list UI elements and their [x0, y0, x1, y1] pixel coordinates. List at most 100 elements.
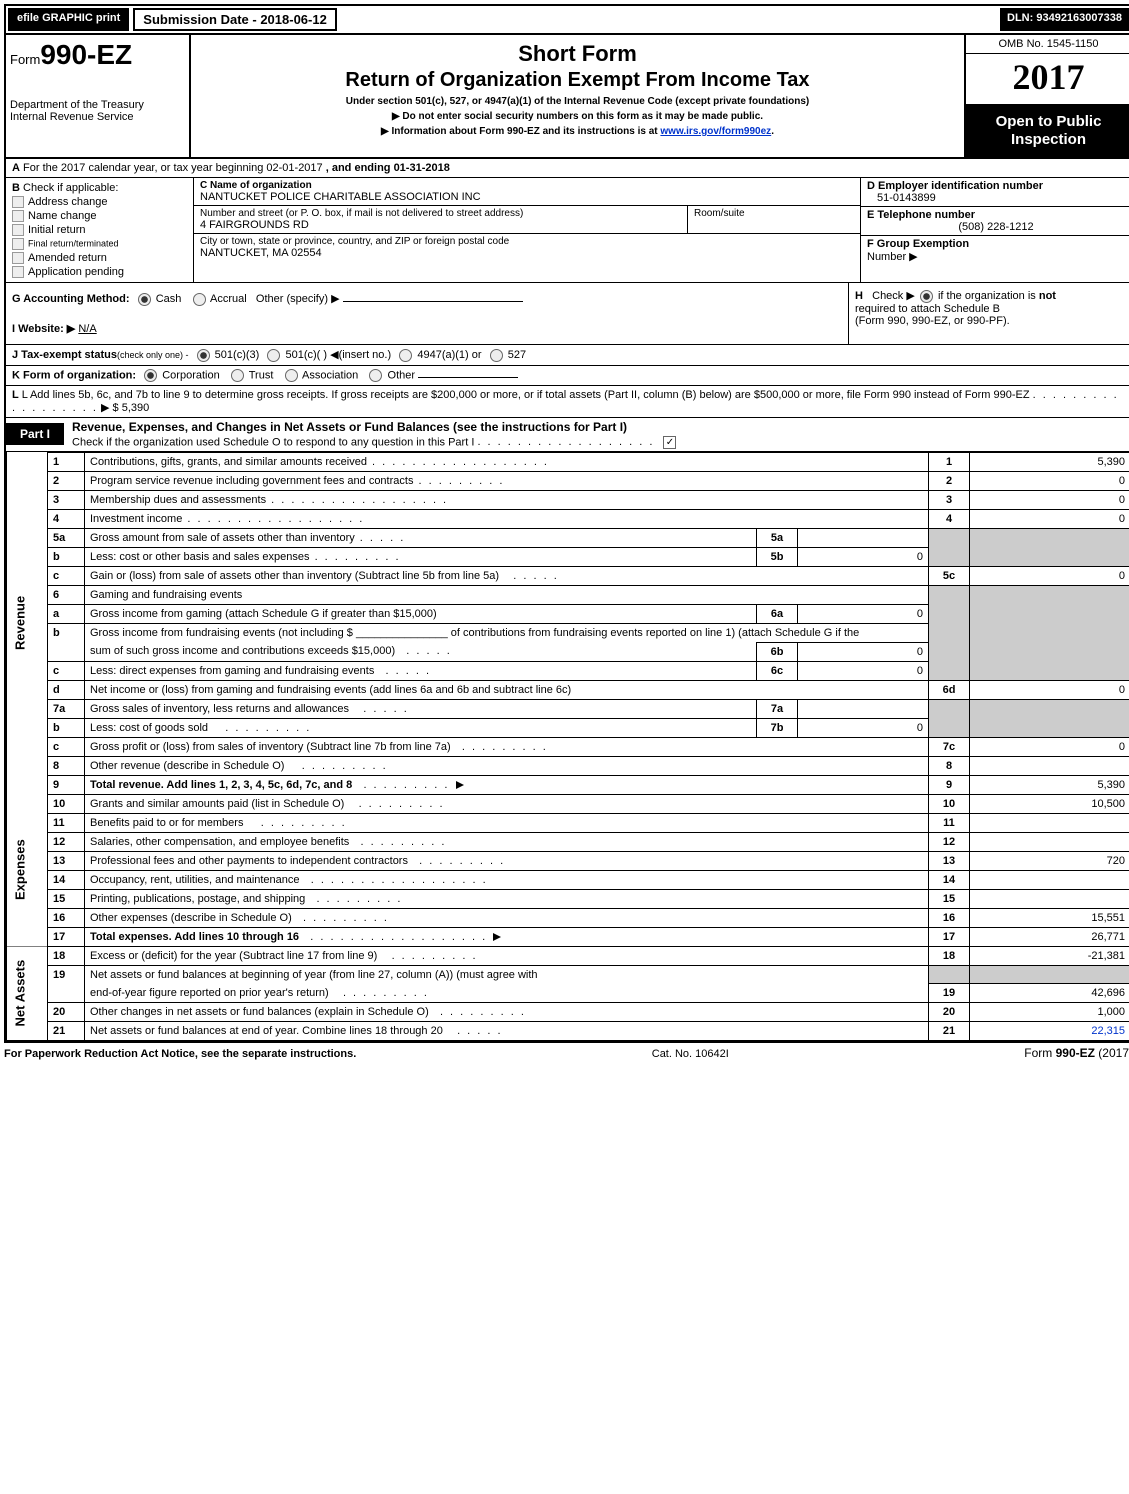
l6b-n: b: [48, 623, 85, 661]
row-ghi: G Accounting Method: Cash Accrual Other …: [6, 283, 1129, 345]
j-o3: 4947(a)(1) or: [417, 349, 481, 361]
footer-left: For Paperwork Reduction Act Notice, see …: [4, 1048, 356, 1060]
dots-icon: [414, 855, 505, 867]
l7c-box: 7c: [929, 737, 970, 756]
irs-link[interactable]: www.irs.gov/form990ez: [660, 126, 771, 137]
radio-trust[interactable]: [231, 369, 244, 382]
l5b-d: Less: cost or other basis and sales expe…: [85, 547, 757, 566]
street: 4 FAIRGROUNDS RD: [200, 219, 681, 231]
chk-amended-return[interactable]: [12, 252, 24, 264]
chk-h[interactable]: [920, 290, 933, 303]
city: NANTUCKET, MA 02554: [200, 247, 854, 259]
l12-v: [970, 832, 1129, 851]
b-o2: Name change: [28, 210, 97, 222]
l14-d: Occupancy, rent, utilities, and maintena…: [85, 870, 929, 889]
dots-icon: [298, 912, 389, 924]
l4-v: 0: [970, 509, 1129, 528]
radio-cash[interactable]: [138, 293, 151, 306]
radio-501c3[interactable]: [197, 349, 210, 362]
street-col: Number and street (or P. O. box, if mail…: [194, 206, 688, 233]
website-val: N/A: [78, 323, 96, 335]
b-o5: Amended return: [28, 252, 107, 264]
address-row: Number and street (or P. O. box, if mail…: [194, 206, 860, 234]
dots-icon: [310, 551, 401, 563]
dots-icon: [457, 741, 548, 753]
side-net-assets: Net Assets: [7, 946, 48, 1041]
chk-schedule-o[interactable]: [663, 436, 676, 449]
label-i: I Website: ▶: [12, 323, 75, 335]
l-amount: ▶ $ 5,390: [101, 402, 149, 414]
l8-box: 8: [929, 756, 970, 775]
table-row: 11 Benefits paid to or for members 11: [7, 813, 1129, 832]
open-public-2: Inspection: [1011, 131, 1086, 148]
efile-print-button[interactable]: efile GRAPHIC print: [8, 8, 129, 31]
chk-address-change[interactable]: [12, 196, 24, 208]
l10-d: Grants and similar amounts paid (list in…: [85, 794, 929, 813]
chk-final-return[interactable]: [12, 238, 24, 250]
l7c-n: c: [48, 737, 85, 756]
l18-d: Excess or (deficit) for the year (Subtra…: [85, 946, 929, 965]
dln: DLN: 93492163007338: [1000, 8, 1129, 31]
k-other-input[interactable]: [418, 377, 518, 378]
l21-v[interactable]: 22,315: [970, 1022, 1129, 1041]
h-text4: (Form 990, 990-EZ, or 990-PF).: [855, 315, 1010, 327]
l4-d: Investment income: [85, 509, 929, 528]
radio-other-org[interactable]: [369, 369, 382, 382]
radio-association[interactable]: [285, 369, 298, 382]
footer-right: Form 990-EZ (2017): [1024, 1046, 1129, 1060]
chk-name-change[interactable]: [12, 210, 24, 222]
l6a-mv: 0: [798, 604, 929, 623]
l6a-mb: 6a: [757, 604, 798, 623]
l7c-d: Gross profit or (loss) from sales of inv…: [85, 737, 929, 756]
info-line: ▶ Information about Form 990-EZ and its …: [199, 126, 956, 137]
form-container: efile GRAPHIC print Submission Date - 20…: [4, 4, 1129, 1043]
table-row: 16 Other expenses (describe in Schedule …: [7, 908, 1129, 927]
l5b-mb: 5b: [757, 547, 798, 566]
table-row: d Net income or (loss) from gaming and f…: [7, 680, 1129, 699]
l5a-mb: 5a: [757, 528, 798, 547]
l19-n: 19: [48, 965, 85, 1003]
arrow-icon: [493, 933, 501, 941]
label-f: F Group Exemption: [867, 238, 969, 250]
dots-icon: [387, 950, 478, 962]
l20-n: 20: [48, 1003, 85, 1022]
g-cash: Cash: [156, 293, 182, 305]
line-i: I Website: ▶ N/A: [12, 322, 842, 335]
header-right: OMB No. 1545-1150 2017 Open to Public In…: [964, 35, 1129, 157]
top-bar: efile GRAPHIC print Submission Date - 20…: [6, 6, 1129, 35]
l15t: Printing, publications, postage, and shi…: [90, 893, 305, 905]
radio-4947[interactable]: [399, 349, 412, 362]
l5c-box: 5c: [929, 566, 970, 585]
label-h: H: [855, 290, 863, 302]
table-row: 19 Net assets or fund balances at beginn…: [7, 965, 1129, 984]
l7b-mv: 0: [798, 718, 929, 737]
j-sub: (check only one) -: [117, 350, 189, 360]
k-c4: Other: [388, 369, 416, 381]
l10-n: 10: [48, 794, 85, 813]
grey7v: [970, 699, 1129, 737]
radio-corporation[interactable]: [144, 369, 157, 382]
l7ct: Gross profit or (loss) from sales of inv…: [90, 741, 451, 753]
g-accrual: Accrual: [210, 293, 247, 305]
l11-d: Benefits paid to or for members: [85, 813, 929, 832]
l18-n: 18: [48, 946, 85, 965]
chk-initial-return[interactable]: [12, 224, 24, 236]
l15-n: 15: [48, 889, 85, 908]
street-label: Number and street (or P. O. box, if mail…: [200, 208, 681, 219]
table-row: 20 Other changes in net assets or fund b…: [7, 1003, 1129, 1022]
l6c-mb: 6c: [757, 661, 798, 680]
return-title: Return of Organization Exempt From Incom…: [199, 69, 956, 92]
radio-527[interactable]: [490, 349, 503, 362]
radio-501c[interactable]: [267, 349, 280, 362]
g-other-input[interactable]: [343, 301, 523, 302]
k-c2: Trust: [249, 369, 274, 381]
side-expenses: Expenses: [7, 794, 48, 946]
label-a: A: [12, 162, 20, 174]
l5c-d: Gain or (loss) from sale of assets other…: [85, 566, 929, 585]
radio-accrual[interactable]: [193, 293, 206, 306]
l17t: Total expenses. Add lines 10 through 16: [90, 931, 299, 943]
l8-v: [970, 756, 1129, 775]
dots-icon: [355, 532, 406, 544]
chk-application-pending[interactable]: [12, 266, 24, 278]
l21t: Net assets or fund balances at end of ye…: [90, 1025, 443, 1037]
